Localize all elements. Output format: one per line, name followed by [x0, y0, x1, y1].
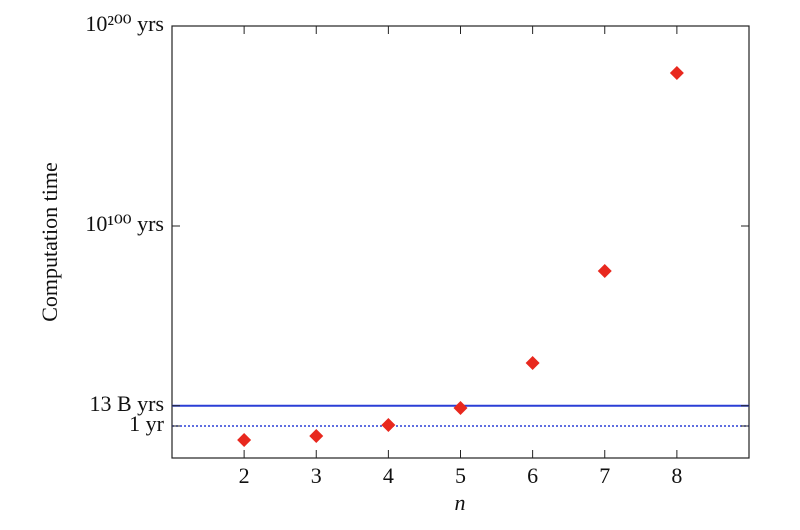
- data-point: [237, 433, 252, 447]
- y-tick-label: 10²⁰⁰ yrs: [85, 11, 164, 36]
- data-point: [525, 356, 540, 371]
- x-tick-label: 6: [527, 463, 538, 488]
- data-point: [669, 66, 684, 81]
- y-tick-label: 1 yr: [129, 411, 165, 436]
- y-tick-label: 10¹⁰⁰ yrs: [85, 211, 164, 236]
- data-point: [453, 401, 468, 415]
- data-point: [597, 264, 612, 279]
- y-tick-label: 13 B yrs: [89, 391, 164, 416]
- plot-frame: [171, 25, 750, 459]
- x-tick-label: 4: [383, 463, 394, 488]
- x-tick-label: 5: [455, 463, 466, 488]
- data-point: [381, 418, 396, 433]
- x-tick-label: 3: [311, 463, 322, 488]
- x-tick-label: 2: [239, 463, 250, 488]
- data-point: [309, 429, 324, 443]
- y-axis-label: Computation time: [37, 162, 62, 322]
- x-tick-label: 7: [599, 463, 610, 488]
- x-axis-label: n: [455, 490, 466, 515]
- x-tick-label: 8: [671, 463, 682, 488]
